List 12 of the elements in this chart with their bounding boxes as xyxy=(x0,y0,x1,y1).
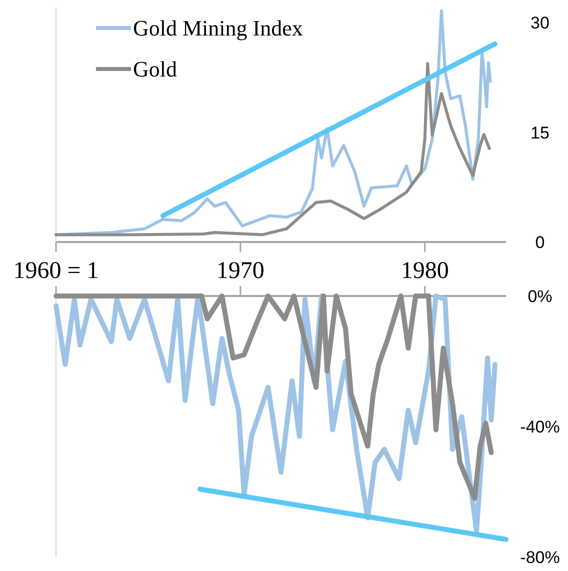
y-tick-label: -80% xyxy=(520,548,560,567)
y-tick-label: 30 xyxy=(530,14,550,33)
legend-label: Gold Mining Index xyxy=(133,16,303,41)
legend-label: Gold xyxy=(133,56,177,82)
y-tick-label: 15 xyxy=(530,123,550,142)
line-series xyxy=(54,62,491,236)
x-tick-label: 1980 xyxy=(400,258,449,284)
y-tick-label: -40% xyxy=(520,417,560,436)
x-tick-label: 1960 = 1 xyxy=(13,258,99,284)
y-tick-label: 0% xyxy=(528,286,552,306)
x-tick-label: 1970 xyxy=(216,258,264,284)
y-tick-label: 0 xyxy=(535,232,545,252)
